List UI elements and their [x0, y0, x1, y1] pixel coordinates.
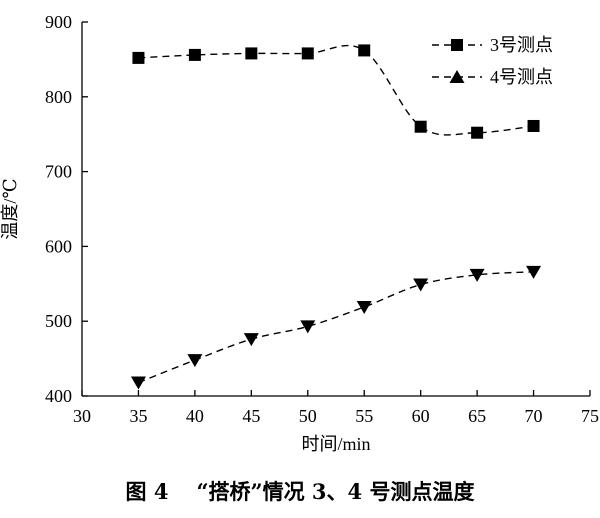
x-tick-label: 65	[468, 406, 486, 426]
y-tick-label: 500	[45, 311, 72, 331]
legend-marker	[451, 39, 463, 51]
x-tick-label: 75	[581, 406, 599, 426]
x-tick-label: 70	[525, 406, 543, 426]
y-tick-label: 900	[45, 12, 72, 32]
data-point	[358, 44, 371, 57]
series-line	[138, 271, 534, 384]
data-point	[469, 268, 485, 282]
figure-title: “搭桥”情况 3、4 号测点温度	[196, 479, 475, 504]
data-point	[527, 119, 540, 132]
x-ticks: 30 35 40 45 50 55 60 65 70 75	[73, 390, 599, 426]
y-tick-label: 800	[45, 87, 72, 107]
x-tick-label: 50	[299, 406, 317, 426]
x-axis-label: 时间/min	[301, 434, 370, 454]
series-layer	[130, 44, 542, 390]
legend-label: 3号测点	[490, 35, 553, 55]
data-point	[471, 126, 484, 139]
x-tick-label: 35	[129, 406, 147, 426]
y-ticks: 400 500 600 700 800 900	[45, 12, 88, 406]
legend-label: 4号测点	[490, 67, 553, 87]
data-point	[414, 120, 427, 133]
legend-item: 4号测点	[432, 67, 553, 87]
data-point	[301, 47, 314, 60]
legend: 3号测点 4号测点	[432, 35, 553, 87]
series-line	[138, 44, 534, 136]
data-point	[132, 51, 145, 64]
y-tick-label: 700	[45, 162, 72, 182]
data-point	[356, 300, 372, 314]
x-tick-label: 60	[412, 406, 430, 426]
data-point	[526, 265, 542, 279]
data-point	[245, 47, 258, 60]
y-tick-label: 600	[45, 236, 72, 256]
data-point	[187, 354, 203, 368]
figure-caption: 图 4 “搭桥”情况 3、4 号测点温度	[0, 476, 600, 506]
x-tick-label: 45	[242, 406, 260, 426]
x-tick-label: 40	[186, 406, 204, 426]
plot-area: 400 500 600 700 800 900 30 35 40 45 50 55 60 65 70 75	[45, 12, 599, 426]
legend-item: 3号测点	[432, 35, 553, 55]
data-point	[130, 376, 146, 390]
data-point	[413, 278, 429, 292]
data-point	[300, 320, 316, 334]
figure-number: 图 4	[125, 479, 169, 504]
legend-marker	[449, 70, 465, 83]
x-tick-label: 55	[355, 406, 373, 426]
data-point	[243, 333, 259, 347]
series-2	[130, 265, 542, 390]
x-tick-label: 30	[73, 406, 91, 426]
y-tick-label: 400	[45, 386, 72, 406]
y-axis-label: 温度/℃	[0, 178, 20, 239]
series-1	[132, 44, 540, 139]
data-point	[188, 48, 201, 61]
